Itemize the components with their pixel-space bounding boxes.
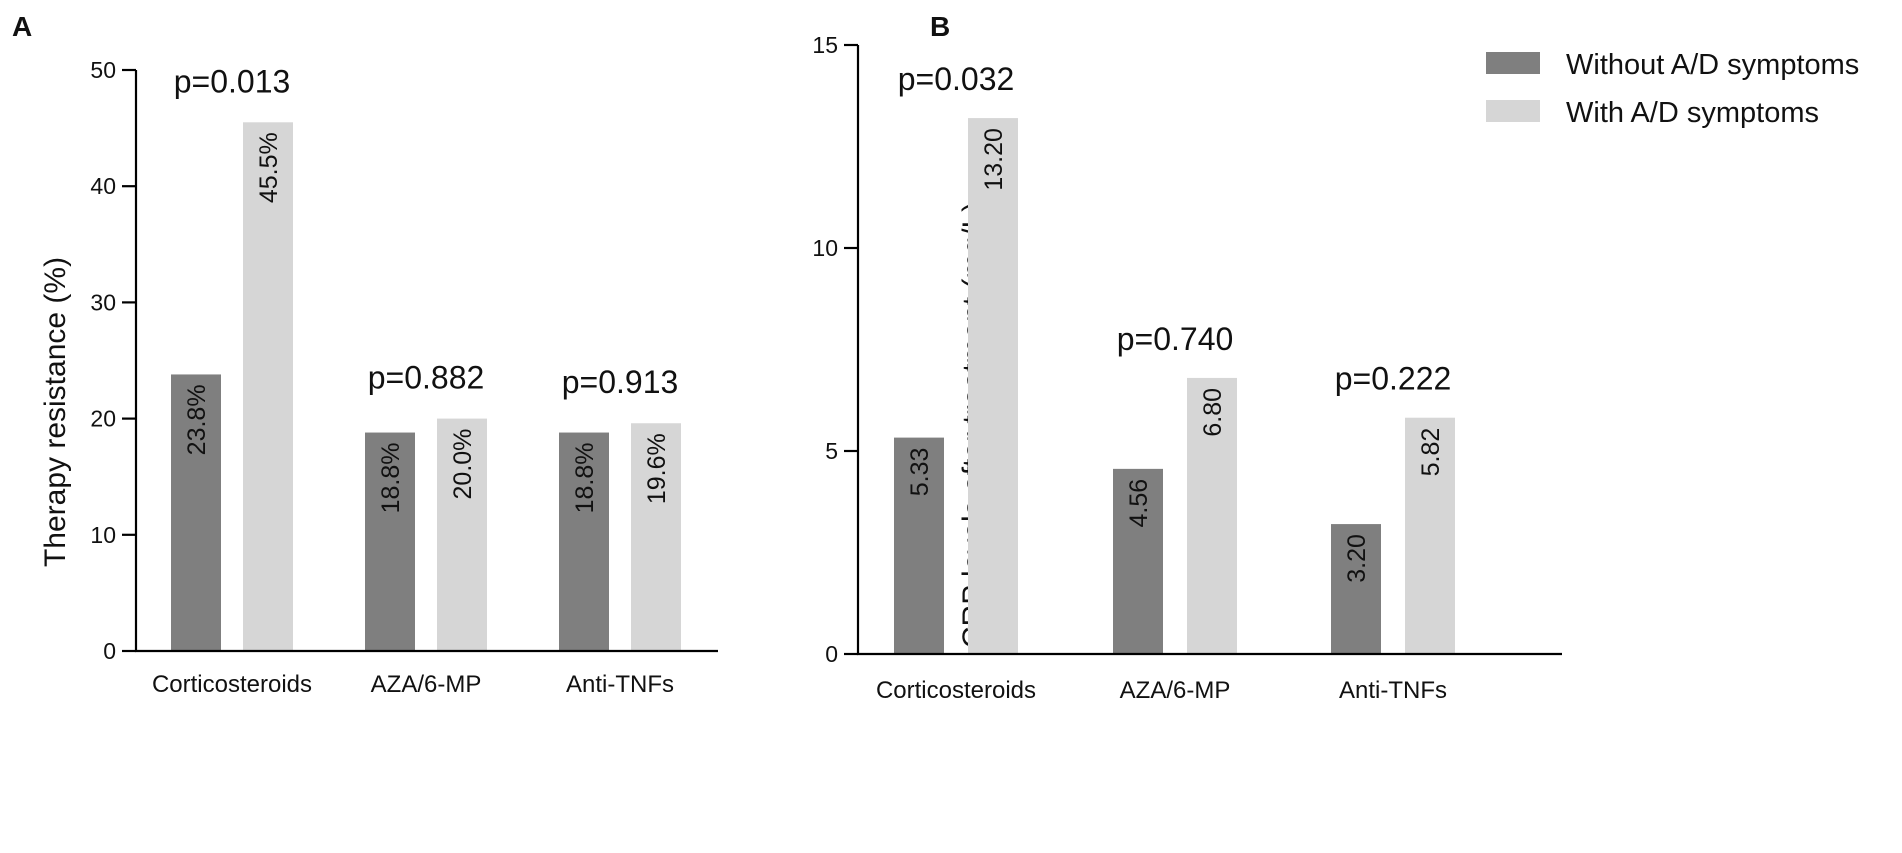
- legend-swatch-with: [1486, 100, 1540, 122]
- panel-a-bar-with-0: [243, 122, 293, 652]
- legend-label-without: Without A/D symptoms: [1566, 49, 1859, 81]
- panel-a-bars: [171, 122, 681, 652]
- panel-b-y-ticks: 0 5 10 15: [812, 32, 858, 667]
- panel-a-data-label: 18.8%: [377, 443, 405, 514]
- panel-b-bar-with-0: [968, 118, 1018, 654]
- panel-b-p-value: p=0.222: [1335, 361, 1452, 397]
- panel-a-bar-with-1: [437, 418, 487, 651]
- panel-a-data-label: 20.0%: [449, 429, 477, 500]
- panel-a-y-ticks: 0 10 20 30 40 50: [90, 57, 136, 664]
- panel-b-p-value: p=0.740: [1117, 321, 1234, 357]
- panel-a-p-value: p=0.913: [562, 364, 679, 400]
- panel-a-category-label: AZA/6-MP: [371, 671, 482, 698]
- panel-a-bar-without-0: [171, 374, 221, 651]
- panel-b-y-tick-label: 0: [825, 641, 838, 667]
- legend-label-with: With A/D symptoms: [1566, 97, 1819, 129]
- panel-b-data-label: 13.20: [980, 128, 1008, 191]
- panel-a-axes: [134, 70, 718, 653]
- panel-b-bars: [894, 118, 1455, 654]
- panel-b-p-values: p=0.032 p=0.740 p=0.222: [898, 61, 1452, 397]
- panel-b-data-label: 5.82: [1417, 428, 1445, 477]
- panel-b-categories: Corticosteroids AZA/6-MP Anti-TNFs: [876, 677, 1447, 704]
- panel-a-data-label: 19.6%: [643, 433, 671, 504]
- panel-a-category-label: Anti-TNFs: [566, 671, 674, 698]
- panel-a-bar-with-2: [631, 423, 681, 651]
- panel-b-data-label: 5.33: [906, 448, 934, 497]
- legend: Without A/D symptoms With A/D symptoms: [1486, 49, 1859, 129]
- panel-b-data-label: 3.20: [1343, 534, 1371, 583]
- panel-a-y-tick-label: 10: [90, 522, 116, 548]
- panel-a-data-labels: 23.8% 45.5% 18.8% 20.0% 18.8% 19.6%: [183, 132, 671, 513]
- panel-b-data-labels: 5.33 13.20 4.56 6.80 3.20 5.82: [906, 128, 1445, 583]
- panel-a-data-label: 18.8%: [571, 443, 599, 514]
- panel-b-bar-with-2: [1405, 417, 1455, 654]
- panel-a-p-values: p=0.013 p=0.882 p=0.913: [174, 63, 679, 400]
- panel-a-p-value: p=0.013: [174, 63, 291, 99]
- panel-a-y-tick-label: 0: [103, 638, 116, 664]
- panel-a-y-axis-label: Therapy resistance (%): [39, 257, 72, 567]
- panel-a-category-label: Corticosteroids: [152, 671, 312, 698]
- panel-a-bar-without-1: [365, 432, 415, 651]
- panel-b: B CRP levels after treatment (mg/L) 0510…: [812, 11, 1859, 704]
- panel-b-letter: B: [930, 11, 950, 42]
- panel-b-bar-without-1: [1113, 468, 1163, 654]
- panel-a: A Therapy resistance (%) 0 10 20 30 40 50 23.…: [12, 11, 718, 698]
- panel-b-data-label: 4.56: [1125, 479, 1153, 528]
- panel-a-y-tick-label: 30: [90, 289, 116, 315]
- panel-a-p-value: p=0.882: [368, 360, 485, 396]
- panel-b-y-tick-label: 15: [812, 32, 838, 58]
- panel-a-y-tick-label: 20: [90, 406, 116, 432]
- panel-b-data-label: 6.80: [1199, 388, 1227, 437]
- panel-a-y-tick-label: 40: [90, 173, 116, 199]
- panel-b-category-label: AZA/6-MP: [1120, 677, 1231, 704]
- panel-a-bar-without-2: [559, 432, 609, 651]
- panel-b-category-label: Anti-TNFs: [1339, 677, 1447, 704]
- panel-b-bar-without-0: [894, 437, 944, 654]
- panel-a-data-label: 23.8%: [183, 384, 211, 455]
- panel-a-letter: A: [12, 11, 32, 42]
- panel-b-axes: [856, 45, 1562, 656]
- panel-b-y-tick-label: 5: [825, 438, 838, 464]
- panel-b-p-value: p=0.032: [898, 61, 1015, 97]
- panel-b-y-tick-label: 10: [812, 235, 838, 261]
- panel-b-bar-with-1: [1187, 377, 1237, 654]
- panel-b-bar-without-2: [1331, 524, 1381, 654]
- panel-a-data-label: 45.5%: [255, 132, 283, 203]
- panel-a-categories: Corticosteroids AZA/6-MP Anti-TNFs: [152, 671, 674, 698]
- panel-a-y-tick-label: 50: [90, 57, 116, 83]
- panel-b-category-label: Corticosteroids: [876, 677, 1036, 704]
- legend-swatch-without: [1486, 52, 1540, 74]
